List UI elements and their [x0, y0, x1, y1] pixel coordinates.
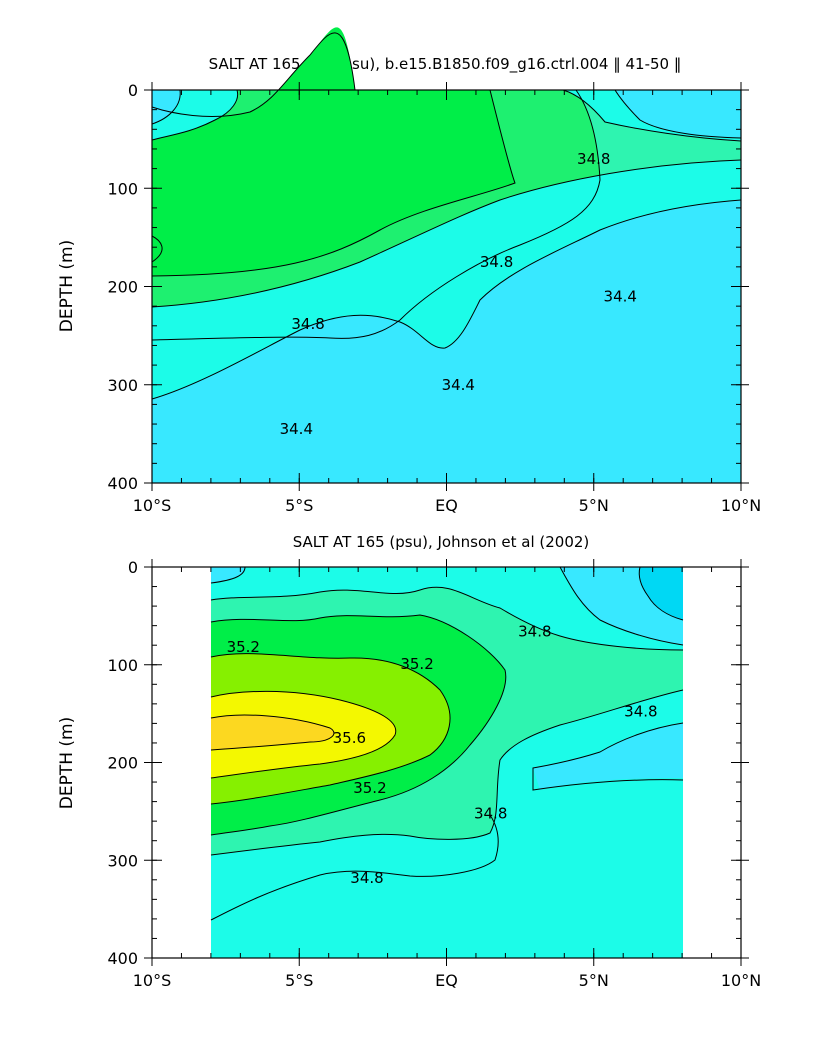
x-tick-label: 5°S	[285, 971, 313, 990]
top-contour-line	[151, 89, 181, 125]
x-tick-label: 5°S	[285, 496, 313, 515]
contour-label: 34.8	[624, 703, 657, 721]
y-tick-label: 100	[107, 179, 138, 198]
y-tick-label: 300	[107, 851, 138, 870]
top-title: SALT AT 165.3°E (psu), b.e15.B1850.f09_g…	[209, 55, 682, 74]
bottom-contour-line	[210, 614, 507, 836]
bottom-panel: SALT AT 165 (psu), Johnson et al (2002)	[57, 533, 761, 990]
top-band-lt34.4-topleft	[152, 90, 181, 124]
bottom-contour-line	[210, 653, 451, 805]
x-tick-label: 10°N	[721, 971, 761, 990]
y-tick-label: 400	[107, 474, 138, 493]
contour-label: 34.4	[280, 420, 313, 438]
top-axis-ticks: 10°S 5°S EQ 5°N 10°N 0 100 200 300 400	[107, 81, 761, 515]
top-contour-line	[151, 319, 401, 341]
bottom-contour-fill	[211, 567, 683, 958]
contour-label: 34.8	[480, 253, 513, 271]
contour-label: 34.8	[518, 623, 551, 641]
contour-label: 35.2	[400, 655, 433, 673]
contour-label: 35.2	[353, 779, 386, 797]
x-tick-label: EQ	[435, 496, 458, 515]
top-band-35.0-35.2	[152, 27, 515, 276]
top-contour-line	[151, 199, 742, 400]
x-tick-label: 10°S	[133, 971, 172, 990]
top-contour-line	[614, 89, 742, 139]
bottom-contour-line	[559, 566, 684, 646]
contour-label: 35.6	[333, 729, 366, 747]
bottom-band-lt34.4	[639, 567, 683, 620]
bottom-ylabel: DEPTH (m)	[57, 717, 77, 809]
top-ylabel: DEPTH (m)	[57, 240, 77, 332]
x-tick-label: 5°N	[579, 496, 609, 515]
y-tick-label: 100	[107, 656, 138, 675]
contour-label: 34.4	[604, 287, 637, 305]
contour-label: 34.8	[350, 869, 383, 887]
contour-label: 34.8	[577, 150, 610, 168]
top-panel: SALT AT 165.3°E (psu), b.e15.B1850.f09_g…	[57, 27, 761, 515]
top-contour-line	[151, 235, 163, 263]
x-tick-label: 10°S	[133, 496, 172, 515]
bottom-contour-line	[532, 722, 684, 791]
top-contour-line	[151, 89, 516, 277]
top-contour-line	[151, 32, 356, 117]
top-contour-lines	[151, 32, 742, 400]
bottom-contour-line	[638, 566, 684, 621]
y-tick-label: 0	[128, 81, 138, 100]
bottom-contour-line	[210, 690, 397, 779]
x-tick-label: EQ	[435, 971, 458, 990]
y-tick-label: 300	[107, 376, 138, 395]
top-band-lt34.4-topright	[615, 90, 741, 138]
bottom-contour-line	[210, 814, 499, 921]
contour-label: 35.2	[227, 638, 260, 656]
top-contour-fill	[152, 27, 741, 483]
bottom-contour-lines	[210, 566, 684, 921]
bottom-title: SALT AT 165 (psu), Johnson et al (2002)	[293, 533, 590, 551]
y-tick-label: 0	[128, 558, 138, 577]
top-contour-line	[399, 89, 601, 321]
contour-label: 34.8	[474, 804, 507, 822]
contour-label: 34.4	[442, 376, 475, 394]
bottom-band-34.4-34.6-tongue	[533, 723, 683, 790]
y-tick-label: 400	[107, 949, 138, 968]
top-contour-labels: 34.8 34.8 34.8 34.4 34.4 34.4	[280, 150, 637, 438]
bottom-band-34.4-34.6-left	[211, 567, 245, 583]
bottom-contour-line	[210, 586, 684, 651]
bottom-contour-line	[210, 689, 684, 856]
top-contour-line	[151, 159, 742, 308]
bottom-axis-ticks: 10°S 5°S EQ 5°N 10°N 0 100 200 300 400	[107, 558, 761, 990]
top-contour-line	[562, 89, 742, 142]
contour-label: 34.8	[291, 315, 324, 333]
x-tick-label: 10°N	[721, 496, 761, 515]
bottom-contour-labels: 35.2 35.2 35.6 35.2 34.8 34.8 34.8 34.8	[227, 623, 658, 887]
y-tick-label: 200	[107, 754, 138, 773]
bottom-contour-line	[210, 566, 246, 584]
top-contour-line	[151, 89, 239, 141]
bottom-contour-line	[210, 714, 335, 751]
y-tick-label: 200	[107, 278, 138, 297]
x-tick-label: 5°N	[579, 971, 609, 990]
bottom-band-gt35.6	[211, 715, 334, 750]
top-band-lt34.4	[152, 200, 741, 483]
